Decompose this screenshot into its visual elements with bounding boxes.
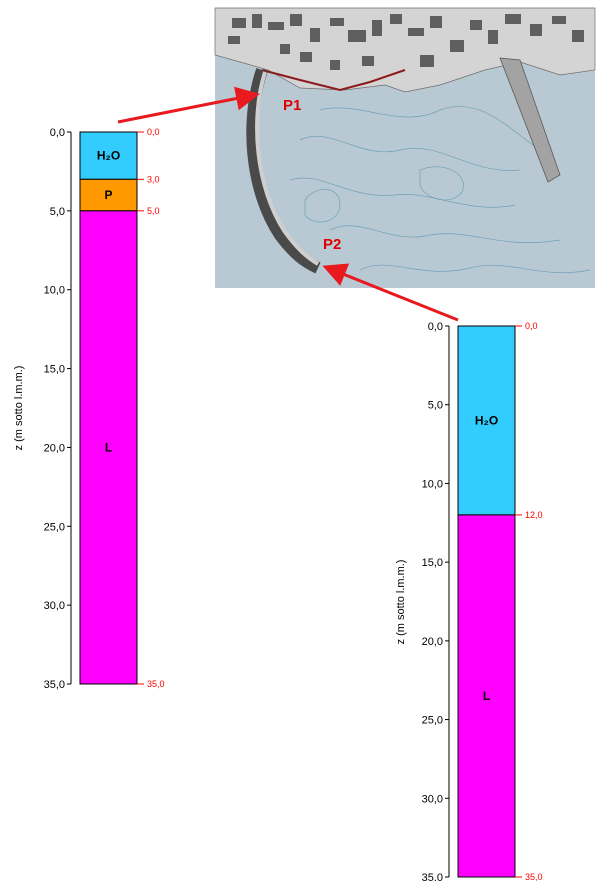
map-contours (289, 106, 591, 273)
column-p2-layer-water-label: H₂O (475, 413, 498, 427)
column-p1-axis: 0,0 5,0 10,0 15,0 20,0 25,0 30,0 35,0 (44, 127, 72, 691)
column-p1-tick-label: 0,0 (50, 127, 65, 139)
column-p1-depth-label: 5,0 (147, 206, 160, 216)
column-p1-layer-p-label: P (104, 188, 112, 202)
column-p2-tick-label: 15,0 (422, 557, 443, 569)
column-p2-tick-label: 35,0 (422, 872, 443, 881)
column-p1-layer-l (79, 210, 138, 685)
column-p1-depth-label: 35,0 (147, 679, 165, 689)
column-p1-depth-label: 0,0 (147, 127, 160, 137)
column-p2-tick-label: 30,0 (422, 793, 443, 805)
column-p2-depth-label: 0,0 (525, 321, 538, 331)
column-p1: z (m sotto l.m.m.) 0,0 5,0 10,0 15,0 20,0 25,… (13, 127, 165, 691)
map-buildings (228, 14, 584, 70)
arrow-to-p1 (117, 86, 260, 124)
column-p1-axis-title: z (m sotto l.m.m.) (13, 366, 25, 451)
column-p2-tick-label: 25,0 (422, 715, 443, 727)
column-p1-layers: H₂O P L (79, 131, 138, 685)
column-p1-depth-label: 3,0 (147, 174, 160, 184)
column-p2-tick-label: 5,0 (428, 400, 443, 412)
column-p2-depth-label: 35,0 (525, 872, 543, 881)
map-label-p1: P1 (283, 97, 301, 114)
column-p1-tick-label: 25,0 (44, 521, 65, 533)
column-p1-tick-label: 10,0 (44, 285, 65, 297)
column-p2-tick-label: 10,0 (422, 478, 443, 490)
column-p2: z (m sotto l.m.m.) 0,0 5,0 10,0 15,0 20,0 25,… (395, 321, 543, 881)
column-p2-tick-label: 20,0 (422, 636, 443, 648)
arrow-to-p2 (322, 263, 459, 322)
harbor-map: P1 P2 (214, 7, 596, 288)
column-p1-layer-water-label: H₂O (97, 149, 120, 163)
column-p2-layer-water (457, 325, 516, 516)
column-p1-tick-label: 20,0 (44, 442, 65, 454)
column-p2-layer-l (457, 514, 516, 878)
column-p2-tick-label: 0,0 (428, 321, 443, 333)
column-p1-layer-p (79, 178, 138, 212)
column-p1-tick-label: 30,0 (44, 600, 65, 612)
column-p1-tick-label: 35,0 (44, 679, 65, 691)
column-p2-depth-label: 12,0 (525, 510, 543, 520)
column-p1-tick-label: 5,0 (50, 206, 65, 218)
column-p2-layer-l-label: L (483, 689, 490, 703)
column-p1-layer-l-label: L (105, 440, 112, 454)
column-p2-depth-labels: 0,0 12,0 35,0 (515, 321, 543, 881)
map-label-p2: P2 (323, 236, 341, 253)
map-right-pier (499, 57, 561, 183)
column-p2-layers: H₂O L (457, 325, 516, 878)
column-p2-axis: 0,0 5,0 10,0 15,0 20,0 25,0 30,0 35,0 (422, 321, 450, 881)
map-coastline (261, 69, 406, 92)
column-p1-depth-labels: 0,0 3,0 5,0 35,0 (137, 127, 165, 689)
column-p1-tick-label: 15,0 (44, 364, 65, 376)
column-p1-layer-water (79, 131, 138, 180)
column-p2-axis-title: z (m sotto l.m.m.) (395, 560, 407, 645)
